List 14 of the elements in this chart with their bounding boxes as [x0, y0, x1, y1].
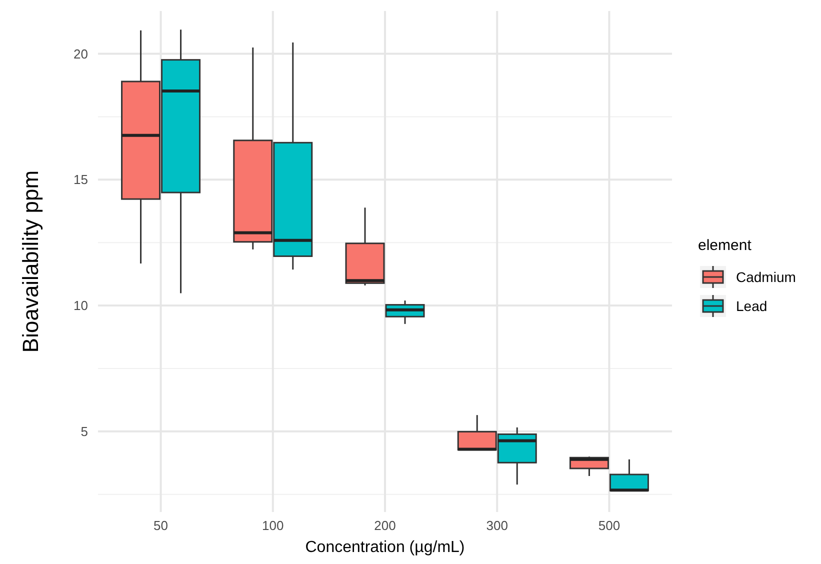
y-axis-title: Bioavailability ppm	[18, 170, 43, 353]
legend-title: element	[698, 237, 752, 254]
x-tick-label: 500	[598, 518, 620, 533]
legend-label: Lead	[736, 298, 768, 314]
y-tick-label: 10	[74, 298, 88, 314]
y-tick-label: 15	[74, 172, 88, 188]
legend-label: Cadmium	[736, 268, 796, 285]
x-axis-title: Concentration (µg/mL)	[305, 539, 465, 556]
x-tick-label: 300	[486, 518, 508, 533]
x-tick-label: 200	[374, 518, 396, 533]
x-tick-label: 100	[262, 518, 284, 533]
y-tick-label: 5	[80, 424, 88, 439]
x-tick-label: 50	[154, 518, 168, 533]
y-tick-label: 20	[74, 46, 88, 62]
